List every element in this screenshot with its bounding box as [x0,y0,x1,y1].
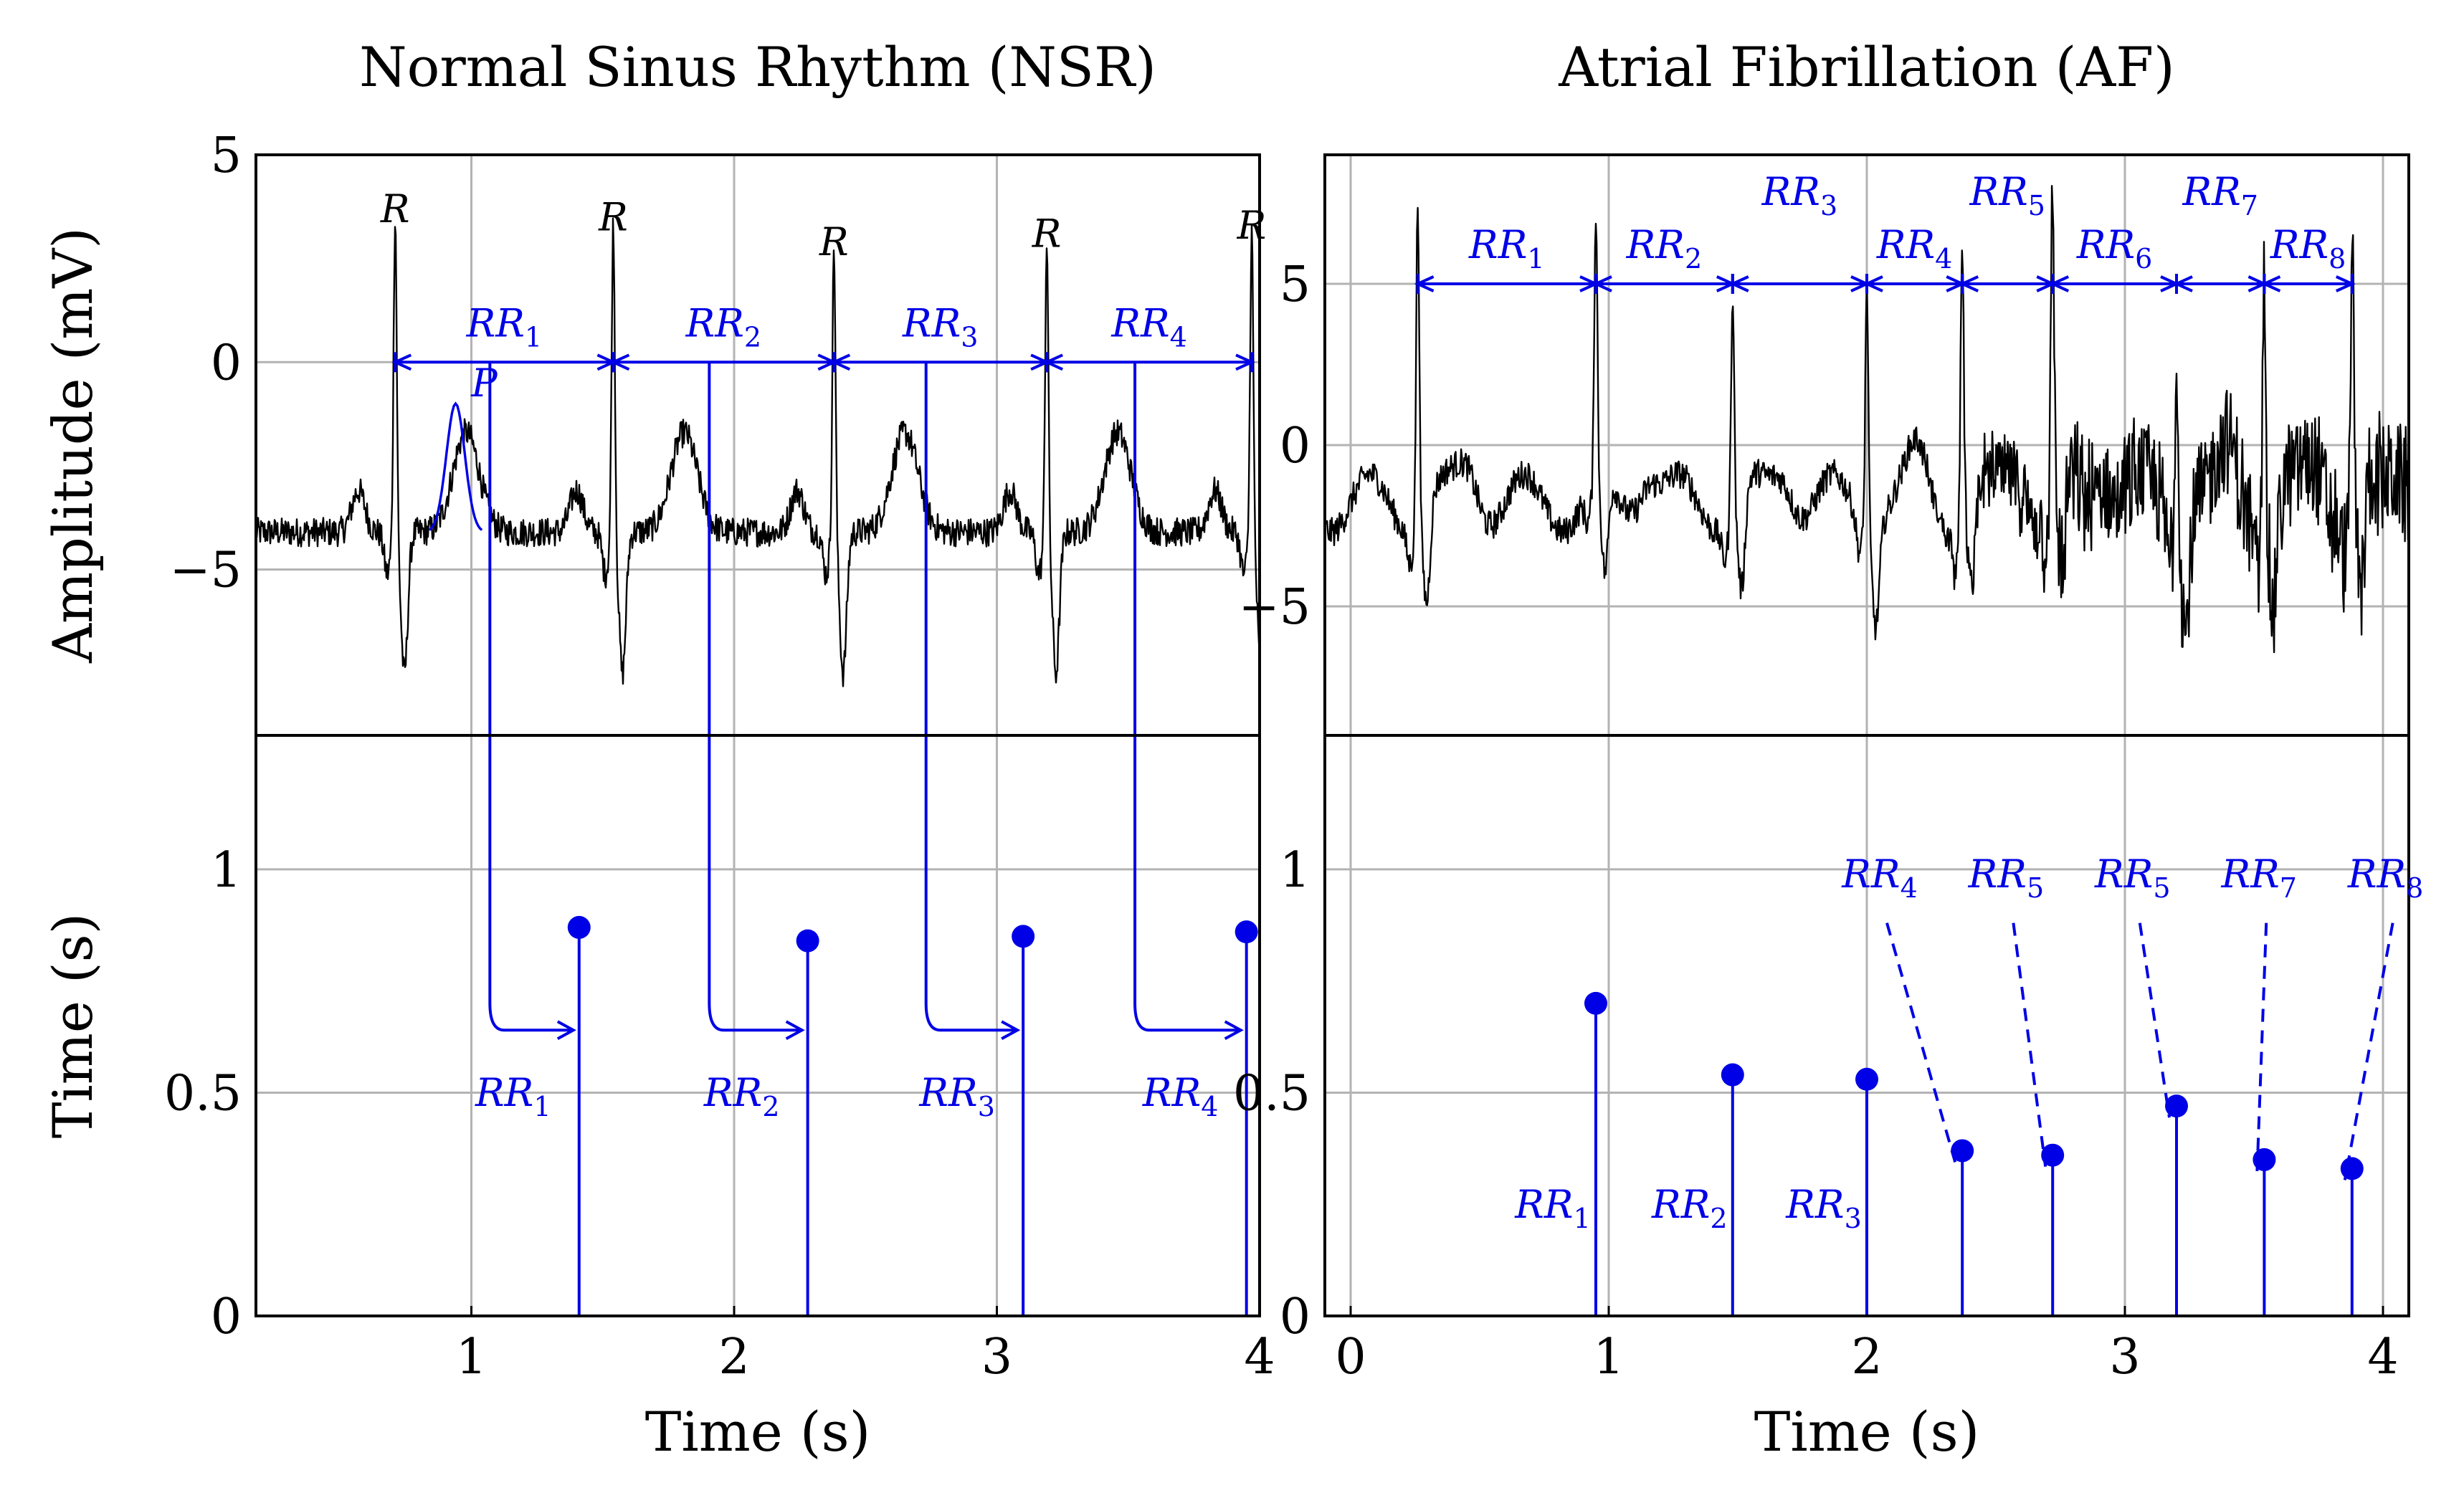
x-axis-label: Time (s) [645,1400,871,1464]
dashed-connector [2138,922,2171,1118]
ecg-trace [255,217,1261,687]
panel-af-stem [1323,734,2410,1317]
y-tick-label: 5 [1280,257,1311,313]
arrow-head [785,1020,805,1040]
rr-interval-label: RR3 [1761,169,1838,221]
y-tick-label: 5 [211,128,242,184]
panel-af-ecg [1323,153,2410,737]
stem-marker [1721,1063,1744,1087]
y-tick-label: 0 [211,1289,242,1345]
stem-label: RR1 [475,1070,551,1122]
r-peak-label: R [380,186,410,232]
y-tick-label: 0 [1280,418,1311,474]
stem-label-top: RR7 [2220,851,2297,904]
p-wave [428,401,483,531]
rr-interval-label: RR7 [2182,169,2258,221]
rr-interval-label: RR4 [1110,300,1187,353]
chart-title-nsr: Normal Sinus Rhythm (NSR) [359,35,1156,99]
y-tick-label: 0 [211,335,242,391]
stem-marker [2041,1143,2065,1167]
chart-title-af: Atrial Fibrillation (AF) [1558,35,2174,99]
stem-label-top: RR8 [2347,851,2424,904]
x-axis-label: Time (s) [1754,1400,1980,1464]
dashed-connector [2343,922,2394,1180]
x-tick-label: 2 [1851,1329,1882,1385]
stem-marker [1855,1067,1878,1091]
rr-connector [924,362,1018,1032]
stem-label-top: RR4 [1841,851,1918,904]
stem-label: RR4 [1142,1070,1219,1122]
stem-marker [1584,991,1607,1015]
r-peak-label: R [1237,203,1267,248]
rr-connector [1133,362,1241,1032]
x-tick-label: 4 [1244,1329,1275,1385]
x-tick-label: 3 [2109,1329,2140,1385]
stem-label: RR3 [1785,1182,1862,1234]
stem-label: RR3 [918,1070,995,1122]
x-tick-label: 4 [2367,1329,2398,1385]
dashed-connector [1885,922,1957,1163]
plot-frame [1323,734,2410,1317]
y-tick-label: 0 [1280,1289,1311,1345]
x-tick-label: 0 [1335,1329,1366,1385]
rr-connector [708,362,802,1032]
stem-label: RR2 [1651,1182,1728,1234]
y-tick-label: 0.5 [1233,1065,1311,1122]
stem-label: RR1 [1514,1182,1591,1234]
x-tick-label: 3 [981,1329,1012,1385]
y-axis-label-amplitude: Amplitude (mV) [41,227,105,664]
stem-marker [1951,1139,1974,1163]
x-tick-label: 1 [456,1329,487,1385]
y-tick-label: −5 [1239,579,1311,636]
rr-interval-label: RR4 [1876,222,1953,275]
rr-interval-label: RR1 [1468,222,1545,275]
rr-connector [488,362,574,1032]
y-tick-label: 1 [1280,842,1311,899]
y-tick-label: 1 [211,842,242,899]
x-tick-label: 2 [718,1329,749,1385]
rr-interval-label: RR2 [685,300,762,353]
r-peak-label: R [819,219,849,264]
dashed-connector [2012,922,2047,1167]
stem-label-top: RR5 [2094,851,2171,904]
stem-label-top: RR5 [1968,851,2045,904]
r-peak-label: R [598,195,628,240]
arrow-head [556,1020,576,1040]
y-tick-label: 0.5 [164,1065,242,1122]
rr-interval-label: RR1 [466,300,543,353]
panel-nsr-stem [255,362,1261,1317]
y-axis-label-time: Time (s) [41,913,105,1139]
arrow-head [1224,1020,1244,1040]
stem-marker [2340,1157,2364,1180]
p-wave-label: P [470,361,498,406]
plot-frame [255,734,1261,1317]
y-tick-label: −5 [170,543,242,599]
stem-marker [2165,1094,2188,1118]
rr-interval-label: RR5 [1969,169,2045,221]
stem-label: RR2 [703,1070,780,1122]
rr-interval-label: RR8 [2270,222,2346,275]
rr-interval-label: RR6 [2076,222,2153,275]
rr-interval-label: RR3 [902,300,979,353]
r-peak-label: R [1032,211,1062,257]
rr-interval-label: RR2 [1626,222,1703,275]
panel-nsr-ecg [255,153,1261,737]
stem-marker [1235,920,1258,944]
stem-marker [796,929,819,953]
arrow-head [1001,1020,1021,1040]
dashed-connector [2255,922,2268,1171]
stem-marker [567,915,591,939]
x-tick-label: 1 [1593,1329,1624,1385]
stem-marker [1012,925,1035,948]
